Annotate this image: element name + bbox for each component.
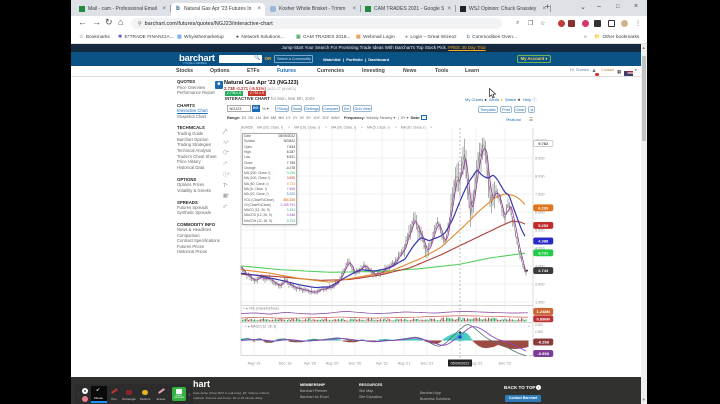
svg-text:×: × xyxy=(430,126,432,130)
svg-text:5.253: 5.253 xyxy=(538,223,549,228)
svg-text:-0.298: -0.298 xyxy=(538,340,550,345)
svg-text:×: × xyxy=(288,126,290,130)
svg-text:Aug '22: Aug '22 xyxy=(470,362,483,366)
svg-text:3.731: 3.731 xyxy=(538,250,549,255)
svg-text:8.000: 8.000 xyxy=(535,175,545,179)
svg-text:6.000: 6.000 xyxy=(535,211,545,215)
svg-text:2.743: 2.743 xyxy=(538,268,549,273)
svg-text:5.000: 5.000 xyxy=(535,229,545,233)
svg-text:+ ● MACD (12, 26, 9): + ● MACD (12, 26, 9) xyxy=(245,325,276,329)
svg-text:Apr '20: Apr '20 xyxy=(304,362,316,366)
svg-text:4.000: 4.000 xyxy=(535,247,545,251)
svg-text:MA (50, Close, I): MA (50, Close, I) xyxy=(331,126,356,130)
svg-text:9.000: 9.000 xyxy=(535,157,545,161)
svg-text:+ ● VOL (CloseToClose): + ● VOL (CloseToClose) xyxy=(243,307,279,311)
svg-text:3.000: 3.000 xyxy=(535,265,545,269)
svg-text:Dec '19: Dec '19 xyxy=(279,362,292,366)
svg-text:2.000: 2.000 xyxy=(535,323,543,327)
svg-text:9.782: 9.782 xyxy=(538,141,549,146)
svg-text:6.233: 6.233 xyxy=(538,205,549,210)
svg-text:-0.898: -0.898 xyxy=(538,351,550,356)
svg-text:05/09/2022: 05/09/2022 xyxy=(450,362,469,366)
svg-text:MA (20, Close, I): MA (20, Close, I) xyxy=(401,126,426,130)
svg-text:2.000: 2.000 xyxy=(535,283,545,287)
svg-text:NGM23: NGM23 xyxy=(241,126,253,130)
svg-text:Aug '19: Aug '19 xyxy=(248,362,261,366)
svg-text:Apr '21: Apr '21 xyxy=(376,362,388,366)
svg-text:×: × xyxy=(395,126,397,130)
svg-text:1.000: 1.000 xyxy=(535,301,545,305)
svg-text:×: × xyxy=(528,325,530,329)
svg-text:Dec '21: Dec '21 xyxy=(421,362,434,366)
svg-text:×: × xyxy=(251,126,253,130)
svg-text:Aug '20: Aug '20 xyxy=(326,362,339,366)
svg-text:Aug '21: Aug '21 xyxy=(398,362,411,366)
svg-text:Dec '20: Dec '20 xyxy=(349,362,362,366)
svg-text:Dec '22: Dec '22 xyxy=(499,362,512,366)
svg-text:1.248M: 1.248M xyxy=(537,309,551,314)
svg-text:MA (20), Close, I): MA (20), Close, I) xyxy=(257,126,283,130)
svg-text:×: × xyxy=(361,126,363,130)
svg-text:1.000: 1.000 xyxy=(535,330,543,334)
svg-text:7.000: 7.000 xyxy=(535,193,545,197)
svg-text:0.896M: 0.896M xyxy=(537,316,551,321)
svg-text:MA (5, Close, I): MA (5, Close, I) xyxy=(367,126,390,130)
svg-text:×: × xyxy=(325,126,327,130)
svg-text:MA (10), Close, I): MA (10), Close, I) xyxy=(294,126,320,130)
svg-text:4.388: 4.388 xyxy=(538,239,549,244)
